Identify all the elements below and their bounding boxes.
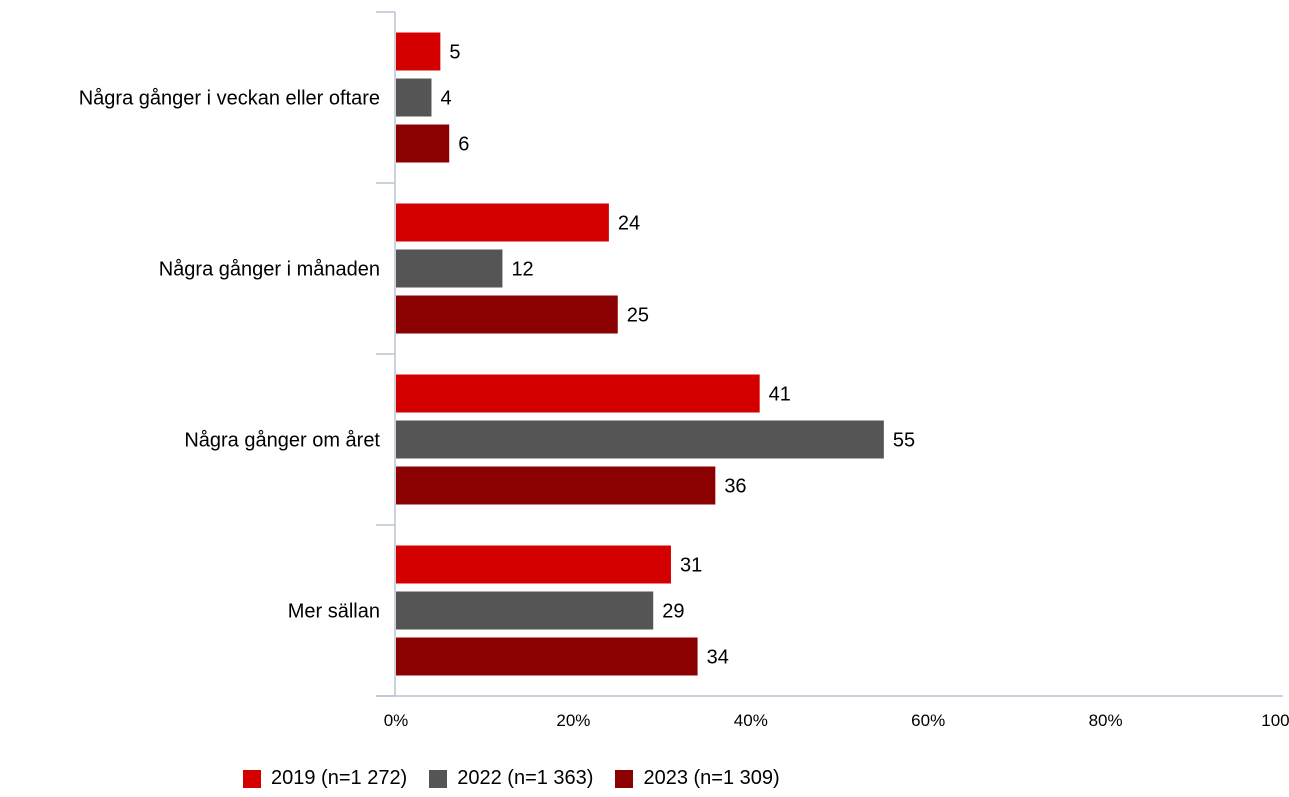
data-label: 36 (724, 476, 746, 498)
bars (396, 32, 884, 676)
data-label: 55 (893, 430, 915, 452)
x-tick-label: 20% (556, 711, 590, 730)
x-tick-label: 100% (1261, 711, 1289, 730)
bar (396, 545, 671, 584)
bar (396, 78, 432, 117)
legend-swatch-series-3 (615, 769, 634, 788)
legend-label-series-2: 2022 (n=1 363) (457, 767, 594, 789)
data-label: 29 (662, 601, 684, 623)
labels: 0% 20% 40% 60% 80% 100% Några gånger i veckan … (79, 42, 1289, 731)
bar (396, 203, 609, 242)
axes (376, 11, 1283, 697)
category-label: Några gånger i veckan eller oftare (79, 88, 380, 110)
data-label: 41 (769, 384, 791, 406)
data-label: 12 (511, 259, 533, 281)
bar (396, 249, 503, 288)
x-tick-label: 40% (734, 711, 768, 730)
data-label: 25 (627, 305, 649, 327)
x-tick-label: 80% (1089, 711, 1123, 730)
data-label: 5 (449, 42, 460, 64)
data-label: 24 (618, 213, 640, 235)
data-label: 31 (680, 555, 702, 577)
bar (396, 637, 698, 676)
legend-label-series-3: 2023 (n=1 309) (643, 767, 780, 789)
legend-item-series-2: 2022 (n=1 363) (429, 767, 593, 790)
category-label: Några gånger i månaden (159, 259, 380, 281)
bar (396, 420, 884, 459)
bar (396, 466, 716, 505)
legend-swatch-series-2 (429, 769, 448, 788)
category-label: Några gånger om året (184, 430, 380, 452)
bar-chart: 0% 20% 40% 60% 80% 100% Några gånger i veckan … (79, 11, 1289, 731)
category-label: Mer sällan (288, 601, 380, 623)
legend-item-series-3: 2023 (n=1 309) (615, 767, 780, 790)
bar (396, 374, 760, 413)
data-label: 34 (707, 647, 729, 669)
bar (396, 295, 618, 334)
x-tick-label: 60% (911, 711, 945, 730)
bar (396, 591, 654, 630)
legend: 2019 (n=1 272) 2022 (n=1 363) 2023 (n=1 … (0, 765, 1289, 797)
legend-swatch-series-1 (243, 769, 261, 788)
x-tick-label: 0% (384, 711, 409, 730)
legend-item-series-1: 2019 (n=1 272) (243, 767, 407, 790)
legend-label-series-1: 2019 (n=1 272) (271, 767, 408, 789)
data-label: 6 (458, 134, 469, 156)
data-label: 4 (440, 88, 451, 110)
bar (396, 32, 441, 71)
bar (396, 124, 450, 163)
